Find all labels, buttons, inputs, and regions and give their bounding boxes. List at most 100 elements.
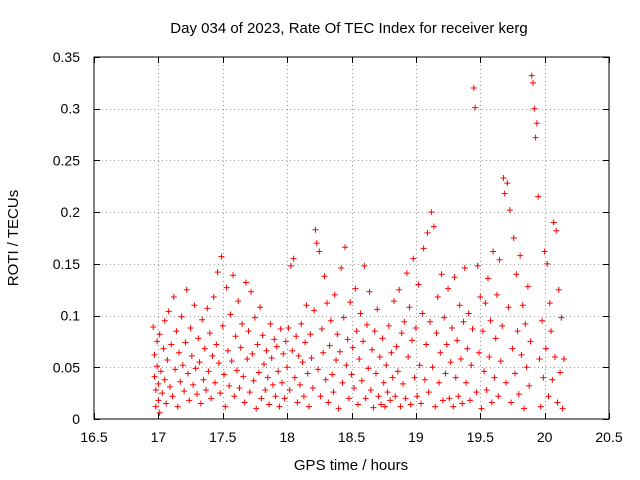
data-point — [523, 364, 530, 371]
x-tick-label: 16.5 — [80, 429, 107, 445]
data-point — [278, 379, 285, 386]
data-point — [484, 275, 491, 282]
x-tick-label: 19 — [408, 429, 424, 445]
data-point — [376, 353, 383, 360]
x-axis-title: GPS time / hours — [294, 457, 408, 474]
data-point — [492, 335, 499, 342]
data-point — [443, 341, 450, 348]
data-point — [295, 352, 302, 359]
data-point — [196, 359, 203, 366]
data-point — [549, 376, 556, 383]
data-point — [299, 359, 306, 366]
data-point — [290, 255, 297, 262]
data-point — [474, 262, 481, 269]
data-point — [286, 387, 293, 394]
data-point — [183, 286, 190, 293]
data-point — [509, 345, 516, 352]
data-point — [257, 304, 264, 311]
data-point — [398, 330, 405, 337]
data-point — [372, 370, 379, 377]
data-point — [353, 328, 360, 335]
data-point — [481, 368, 488, 375]
data-point — [513, 271, 520, 278]
data-point — [248, 288, 255, 295]
data-point — [320, 349, 327, 356]
grid-lines — [94, 57, 609, 419]
data-point — [455, 393, 462, 400]
data-point — [169, 393, 176, 400]
data-point — [414, 393, 421, 400]
data-point — [478, 405, 485, 412]
y-tick-label: 0.15 — [53, 256, 80, 272]
data-point — [466, 397, 473, 404]
data-point — [338, 264, 345, 271]
data-point — [181, 388, 188, 395]
data-point — [190, 381, 197, 388]
data-point — [531, 105, 538, 112]
data-point — [174, 403, 181, 410]
data-point — [389, 374, 396, 381]
data-point — [208, 395, 215, 402]
data-point — [173, 328, 180, 335]
data-point — [317, 393, 324, 400]
chart-title: Day 034 of 2023, Rate Of TEC Index for r… — [170, 20, 527, 37]
data-point — [246, 389, 253, 396]
data-point — [282, 338, 289, 345]
data-point — [446, 395, 453, 402]
data-point — [560, 356, 567, 363]
data-point — [374, 306, 381, 313]
data-point — [300, 393, 307, 400]
data-point — [285, 324, 292, 331]
data-point — [226, 382, 233, 389]
data-point — [460, 318, 467, 325]
data-point — [258, 395, 265, 402]
data-point — [539, 317, 546, 324]
data-point — [451, 274, 458, 281]
data-point — [461, 264, 468, 271]
data-point — [232, 333, 239, 340]
data-point — [235, 298, 242, 305]
data-point — [448, 324, 455, 331]
data-point — [309, 384, 316, 391]
data-point — [528, 72, 535, 79]
y-tick-label: 0.05 — [53, 359, 80, 375]
data-point — [170, 293, 177, 300]
data-point — [493, 291, 500, 298]
data-point — [366, 288, 373, 295]
data-point — [527, 338, 534, 345]
data-point — [156, 409, 163, 416]
data-point — [240, 373, 247, 380]
data-point — [544, 260, 551, 267]
data-point — [555, 286, 562, 293]
data-point — [356, 356, 363, 363]
x-tick-label: 18 — [279, 429, 295, 445]
data-point — [259, 332, 266, 339]
data-point — [518, 351, 525, 358]
data-point — [392, 393, 399, 400]
data-point — [522, 320, 529, 327]
data-point — [490, 248, 497, 255]
data-point — [505, 304, 512, 311]
data-point — [187, 324, 194, 331]
data-point — [219, 322, 226, 329]
data-point — [324, 300, 331, 307]
data-point — [349, 344, 356, 351]
x-tick-label: 18.5 — [338, 429, 365, 445]
data-point — [482, 300, 489, 307]
data-point — [325, 399, 332, 406]
data-point — [393, 343, 400, 350]
data-point — [510, 235, 517, 241]
data-point — [536, 356, 543, 363]
data-point — [321, 273, 328, 280]
data-point — [533, 120, 540, 127]
data-point — [488, 399, 495, 406]
data-point — [335, 405, 342, 412]
data-point — [184, 370, 191, 377]
data-point — [307, 331, 314, 338]
data-point — [379, 335, 386, 342]
data-point — [497, 358, 504, 365]
data-point — [463, 379, 470, 386]
data-point — [330, 389, 337, 396]
data-point — [255, 369, 262, 376]
data-point — [154, 363, 161, 370]
